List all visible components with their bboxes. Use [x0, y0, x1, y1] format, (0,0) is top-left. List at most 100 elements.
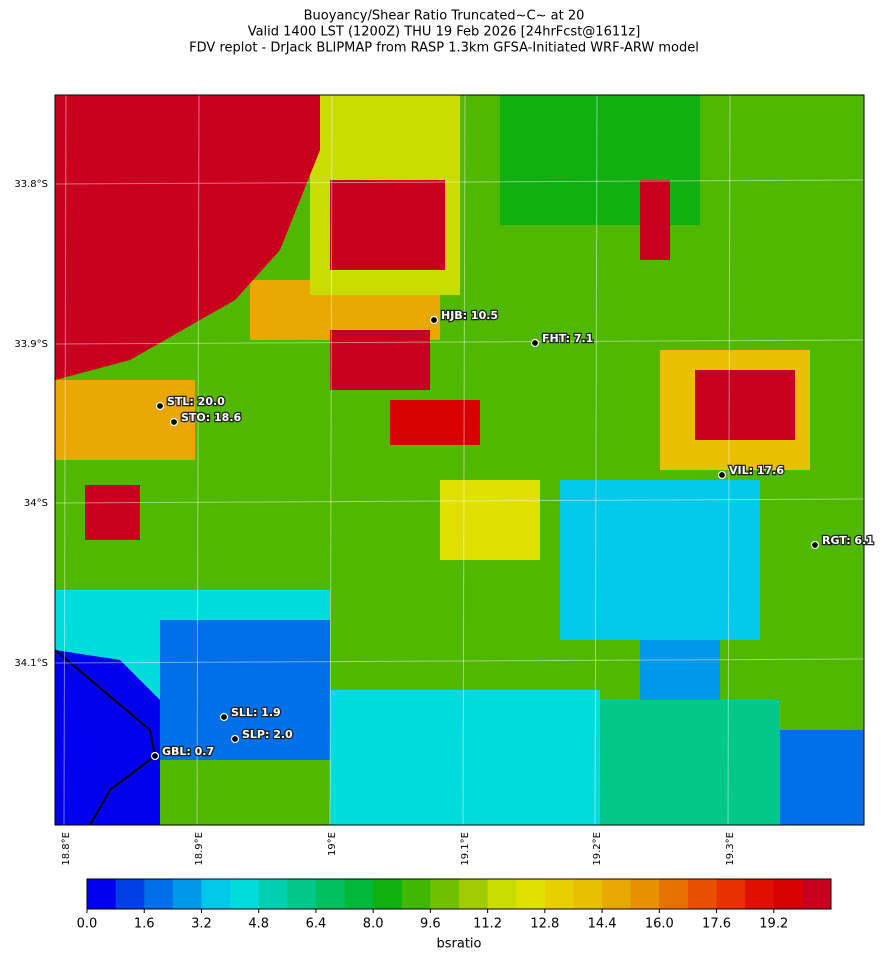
field-patch	[330, 690, 600, 825]
colorbar-tick-label: 4.8	[248, 917, 269, 932]
field-patch	[780, 730, 864, 825]
colorbar-band	[802, 879, 832, 909]
grid-line	[55, 179, 864, 185]
field-patch	[440, 480, 540, 560]
station-dot	[150, 751, 160, 761]
lon-label: 18.8°E	[61, 832, 72, 866]
station-label: GBL: 0.7	[162, 745, 214, 758]
station-label: STO: 18.6	[181, 411, 241, 424]
lon-label: 19.1°E	[460, 832, 471, 866]
station-label: RGT: 6.1	[822, 534, 874, 547]
colorbar-tick-label: 16.0	[645, 917, 674, 932]
grid-line	[55, 339, 864, 345]
station-label: SLL: 1.9	[231, 706, 281, 719]
field-patch	[330, 330, 430, 390]
station-dot	[155, 401, 165, 411]
field-patch	[160, 620, 330, 760]
field-patch	[600, 700, 780, 825]
grid-line	[727, 95, 731, 825]
colorbar-band	[544, 879, 574, 909]
station-dot	[169, 417, 179, 427]
station-dot	[429, 315, 439, 325]
colorbar-band	[87, 879, 117, 909]
grid-line	[594, 95, 598, 825]
colorbar-band	[573, 879, 603, 909]
colorbar-band	[144, 879, 174, 909]
station-dot	[219, 712, 229, 722]
grid-line	[462, 95, 466, 825]
colorbar-tick-label: 17.6	[702, 917, 731, 932]
field-patch	[55, 95, 320, 380]
colorbar-band	[344, 879, 374, 909]
colorbar-tick-label: 14.4	[588, 917, 617, 932]
lon-label: 19.2°E	[592, 832, 603, 866]
colorbar-band	[516, 879, 546, 909]
grid-line	[55, 658, 864, 664]
grid-line	[55, 498, 864, 504]
colorbar-band	[773, 879, 803, 909]
colorbar-band	[201, 879, 231, 909]
field-patch	[560, 480, 760, 640]
colorbar-frame	[86, 878, 832, 910]
colorbar-band	[687, 879, 718, 909]
colorbar-band	[172, 879, 202, 909]
station-label: HJB: 10.5	[441, 309, 498, 322]
colorbar-tick-label: 19.2	[759, 917, 788, 932]
grid-line	[63, 95, 67, 825]
colorbar-band	[287, 879, 317, 909]
station-dot	[810, 540, 820, 550]
field-patch	[640, 180, 670, 260]
grid-line	[196, 95, 200, 825]
colorbar-band	[745, 879, 775, 909]
station-dot	[530, 338, 540, 348]
field-patch	[390, 400, 480, 445]
colorbar-band	[602, 879, 632, 909]
lat-label: 34.1°S	[14, 658, 48, 669]
field-patch	[330, 180, 445, 270]
station-dot	[230, 734, 240, 744]
field-patch	[55, 650, 160, 825]
map-frame	[54, 94, 865, 826]
colorbar-band	[401, 879, 431, 909]
station-label: VIL: 17.6	[729, 464, 784, 477]
lat-label: 33.9°S	[14, 339, 48, 350]
map-field	[55, 95, 864, 825]
colorbar-tick-label: 12.8	[530, 917, 559, 932]
lon-label: 19°E	[327, 832, 338, 856]
colorbar-band	[258, 879, 288, 909]
colorbar-tick-label: 0.0	[77, 917, 98, 932]
colorbar-band	[659, 879, 689, 909]
lat-label: 34°S	[24, 498, 48, 509]
station-label: STL: 20.0	[167, 395, 225, 408]
field-patch	[640, 640, 720, 700]
colorbar-tick-label: 9.6	[420, 917, 441, 932]
lon-label: 18.9°E	[194, 832, 205, 866]
field-patch	[85, 485, 140, 540]
colorbar-band	[630, 879, 660, 909]
colorbar-band	[230, 879, 260, 909]
colorbar-tick-label: 8.0	[363, 917, 384, 932]
colorbar-tick-label: 6.4	[306, 917, 327, 932]
lat-label: 33.8°S	[14, 179, 48, 190]
colorbar-band	[373, 879, 403, 909]
title-line: Buoyancy/Shear Ratio Truncated~C~ at 20	[304, 9, 585, 24]
stations: HJB: 10.5 FHT: 7.1 STL: 20.0 STO: 18.6 V…	[150, 308, 875, 761]
colorbar-band	[430, 879, 460, 909]
colorbar-tick-label: 11.2	[473, 917, 502, 932]
colorbar-band	[459, 879, 489, 909]
field-patch	[695, 370, 795, 440]
colorbar-band	[487, 879, 517, 909]
lon-label: 19.3°E	[725, 832, 736, 866]
colorbar-tick-label: 1.6	[134, 917, 155, 932]
station-label: SLP: 2.0	[242, 728, 293, 741]
grid-line	[329, 95, 333, 825]
title-line: FDV replot - DrJack BLIPMAP from RASP 1.…	[189, 41, 699, 56]
colorbar-band	[115, 879, 145, 909]
colorbar-band	[716, 879, 746, 909]
colorbar-label: bsratio	[437, 937, 482, 952]
colorbar-band	[315, 879, 346, 909]
station-dot	[717, 470, 727, 480]
colorbar: 0.0 1.6 3.2 4.8 6.4 8.0 9.6 11.2 12.8 14.4 16.0 17.…	[77, 878, 832, 932]
colorbar-tick-label: 3.2	[191, 917, 212, 932]
